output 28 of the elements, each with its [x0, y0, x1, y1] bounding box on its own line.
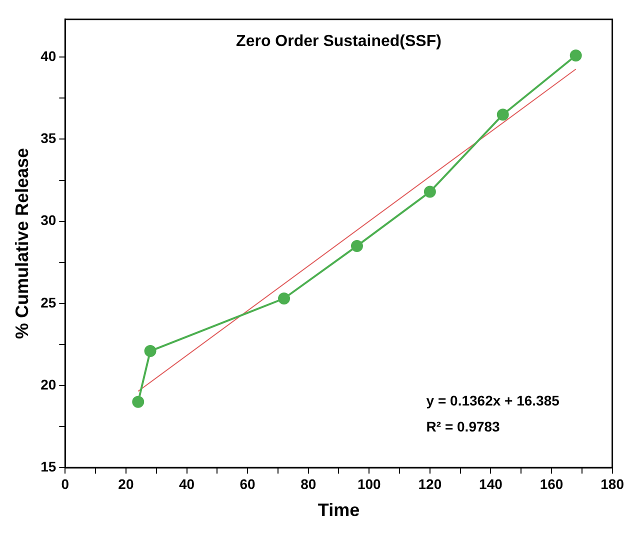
x-tick-label: 160 — [540, 476, 564, 492]
x-tick-label: 140 — [479, 476, 503, 492]
point — [496, 108, 509, 121]
y-tick-label: 15 — [40, 458, 56, 474]
annotation: y = 0.1362x + 16.385 — [426, 392, 560, 409]
x-tick-label: 180 — [600, 476, 624, 492]
x-tick-label: 100 — [357, 476, 382, 492]
annotation: R² = 0.9783 — [426, 418, 500, 435]
y-axis-title: % Cumulative Release — [12, 148, 32, 340]
point — [570, 50, 582, 62]
x-tick-label: 80 — [300, 476, 316, 492]
point — [350, 240, 363, 252]
x-tick-label: 120 — [418, 476, 442, 492]
point — [424, 186, 436, 198]
point — [278, 292, 290, 304]
text: Zero Order Sustained(SSF) — [236, 32, 442, 50]
y-tick-label: 25 — [40, 294, 56, 310]
point — [132, 396, 144, 408]
y-tick-label: 40 — [40, 48, 56, 64]
y-tick-label: 30 — [40, 212, 56, 228]
x-tick-label: 40 — [178, 476, 195, 492]
x-axis-title: Time — [318, 500, 360, 520]
x-tick-label: 20 — [118, 476, 134, 492]
x-tick-label: 60 — [240, 476, 256, 492]
y-tick-label: 20 — [40, 376, 56, 392]
point — [144, 345, 156, 358]
y-tick-label: 35 — [40, 130, 56, 146]
x-tick-label: 0 — [61, 476, 70, 492]
